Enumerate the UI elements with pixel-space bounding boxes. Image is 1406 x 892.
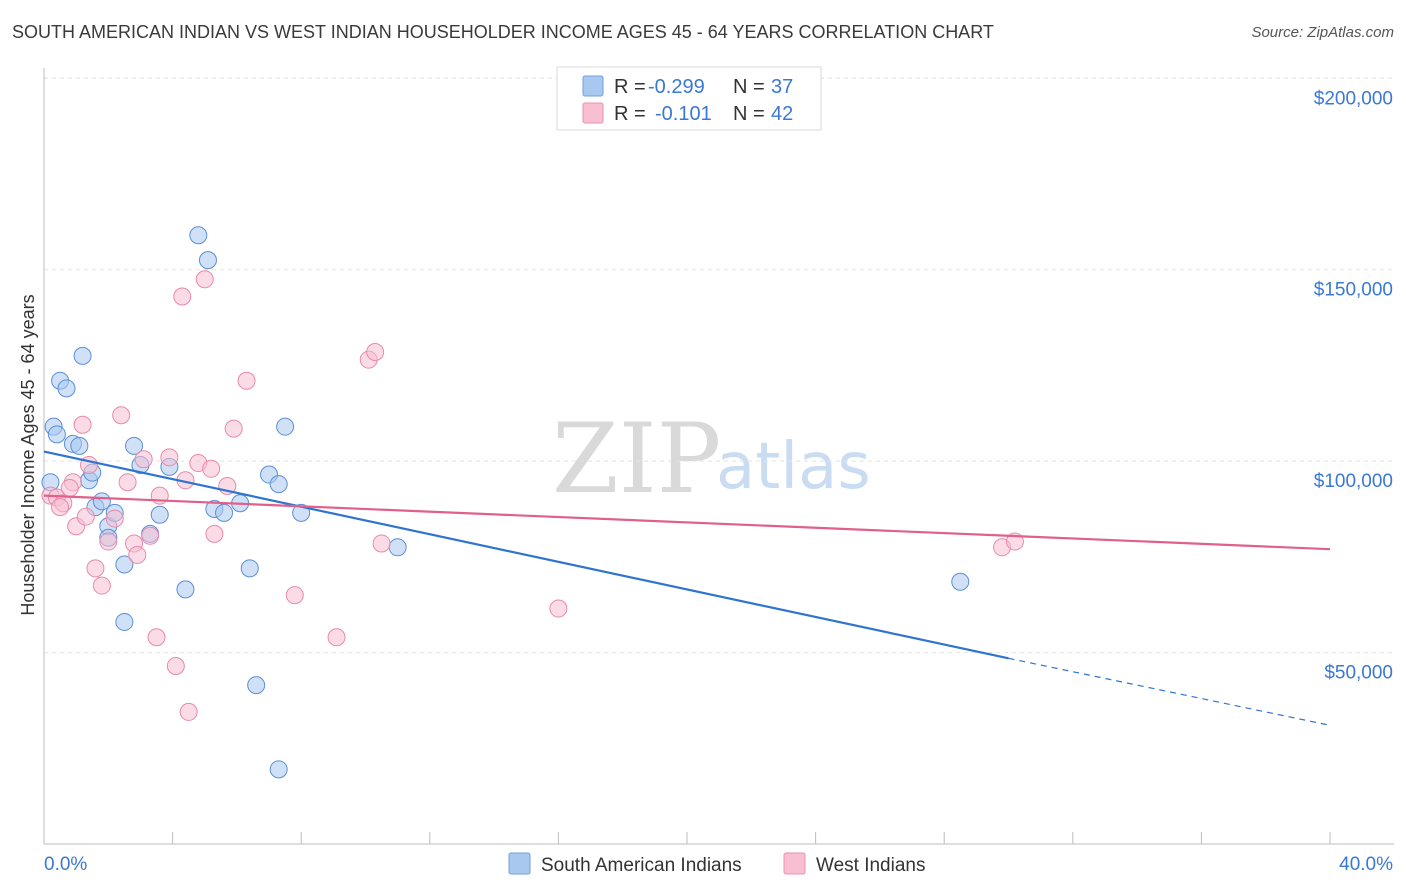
point-west-indians [224,419,243,438]
y-axis-label: Householder Income Ages 45 - 64 years [18,294,38,615]
source-credit: Source: ZipAtlas.com [1251,24,1394,41]
watermark-zip: ZIP [552,403,721,515]
point-south-american-indians [269,760,288,779]
point-west-indians [118,473,137,492]
point-west-indians [76,507,95,526]
x-tick-labels: 0.0% 40.0% [44,854,1393,875]
point-west-indians [134,450,153,469]
point-west-indians [327,628,346,647]
point-west-indians [160,448,179,467]
point-west-indians [166,656,185,675]
point-south-american-indians [115,555,134,574]
y-tick-label: $150,000 [1314,280,1393,301]
legend-r-label-2: R = [614,103,646,125]
point-west-indians [73,415,92,434]
point-west-indians [128,545,147,564]
point-south-american-indians [198,251,217,270]
point-south-american-indians [47,425,66,444]
point-south-american-indians [247,676,266,695]
point-west-indians [173,287,192,306]
legend-swatch-west-indian [582,102,604,124]
point-west-indians [202,459,221,478]
point-south-american-indians [388,538,407,557]
point-west-indians [92,576,111,595]
point-south-american-indians [215,503,234,522]
legend-r-value-1: -0.299 [648,76,705,98]
point-west-indians [105,509,124,528]
legend-r-label-1: R = [614,76,646,98]
point-west-indians [147,628,166,647]
stats-legend: R = -0.299 N = 37 R = -0.101 N = 42 [556,66,822,131]
bottom-legend-swatch-south-american [508,852,531,875]
legend-n-label-2: N = [733,103,765,125]
legend-n-value-2: 42 [771,103,793,125]
point-south-american-indians [176,580,195,599]
point-west-indians [60,478,79,497]
x-tick-label: 0.0% [44,854,87,875]
trend-line-south-american-indians [43,450,1009,660]
point-west-indians [372,534,391,553]
point-south-american-indians [73,346,92,365]
scatter-points [41,226,1024,779]
bottom-legend-label-west-indian: West Indians [816,855,925,876]
point-west-indians [179,702,198,721]
point-west-indians [285,586,304,605]
trend-line-south-american-indians-extension [1008,657,1331,726]
point-south-american-indians [150,505,169,524]
chart-title: SOUTH AMERICAN INDIAN VS WEST INDIAN HOU… [12,22,994,42]
point-west-indians [112,406,131,425]
point-west-indians [51,498,70,517]
legend-swatch-south-american [582,75,604,97]
point-south-american-indians [125,436,144,455]
bottom-legend-swatch-west-indian [783,852,806,875]
point-west-indians [141,526,160,545]
bottom-legend-label-south-american: South American Indians [541,855,742,876]
point-west-indians [99,532,118,551]
x-tick-label: 40.0% [1339,854,1393,875]
legend-n-value-1: 37 [771,76,793,98]
point-south-american-indians [57,379,76,398]
x-ticks [43,832,1331,844]
y-tick-label: $50,000 [1324,663,1393,684]
point-west-indians [237,371,256,390]
trend-lines [43,450,1331,726]
point-south-american-indians [115,612,134,631]
point-south-american-indians [70,436,89,455]
watermark-atlas: atlas [716,430,871,504]
axes [43,68,1394,845]
point-west-indians [205,524,224,543]
point-west-indians [549,599,568,618]
trend-line-west-indians [43,494,1331,551]
y-tick-label: $200,000 [1314,88,1393,109]
point-west-indians [86,559,105,578]
legend-n-label-1: N = [733,76,765,98]
point-south-american-indians [951,572,970,591]
point-south-american-indians [276,417,295,436]
series-legend: South American Indians West Indians [508,852,925,876]
point-west-indians [195,270,214,289]
point-south-american-indians [240,559,259,578]
point-west-indians [366,343,385,362]
legend-r-value-2: -0.101 [655,103,712,125]
point-south-american-indians [189,226,208,245]
y-tick-labels: $50,000 $100,000 $150,000 $200,000 [1314,88,1393,683]
y-tick-label: $100,000 [1314,471,1393,492]
point-south-american-indians [269,475,288,494]
